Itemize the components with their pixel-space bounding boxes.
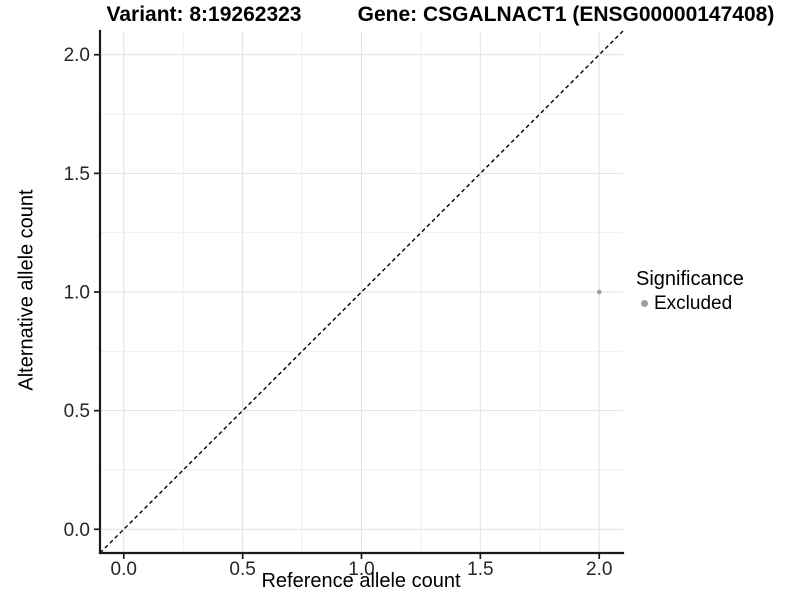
x-tick-label-2.0: 2.0: [586, 559, 612, 580]
x-tick-label-1.5: 1.5: [467, 559, 493, 580]
legend-item-excluded: Excluded: [636, 293, 744, 314]
y-tick-label-0.0: 0.0: [64, 520, 90, 541]
legend: Significance Excluded: [636, 268, 744, 314]
x-tick-label-0.0: 0.0: [111, 559, 137, 580]
y-tick-label-1.5: 1.5: [64, 164, 90, 185]
y-tick-label-2.0: 2.0: [64, 45, 90, 66]
plot-title-variant: Variant: 8:19262323: [106, 3, 302, 26]
plot-title-gene: Gene: CSGALNACT1 (ENSG00000147408): [357, 3, 775, 26]
x-tick-label-0.5: 0.5: [229, 559, 255, 580]
y-axis-title: Alternative allele count: [15, 189, 38, 391]
x-axis-title: Reference allele count: [261, 570, 461, 592]
data-point-excluded: [596, 289, 602, 295]
legend-item-label: Excluded: [654, 293, 733, 314]
y-tick-label-1.0: 1.0: [64, 283, 90, 304]
x-tick-label-1.0: 1.0: [348, 559, 374, 580]
legend-title: Significance: [636, 268, 744, 290]
excluded-point-marker-icon: [641, 300, 648, 307]
y-tick-label-0.5: 0.5: [64, 401, 90, 422]
